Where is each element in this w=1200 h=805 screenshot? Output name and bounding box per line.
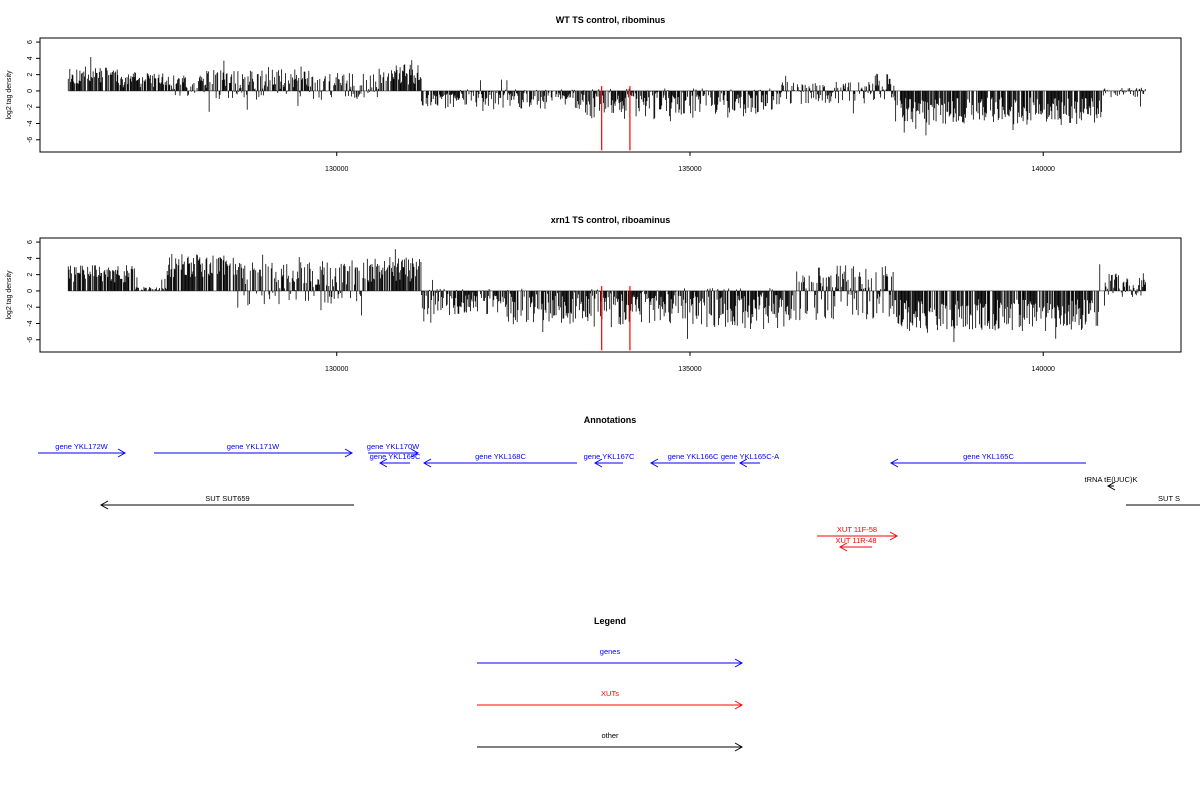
feature-label: gene YKL171W: [227, 442, 280, 451]
legend-title: Legend: [594, 616, 626, 626]
x-tick-label: 130000: [325, 366, 348, 373]
arrow-head: [738, 458, 748, 468]
panel-title: xrn1 TS control, riboaminus: [551, 215, 671, 225]
panel-title: WT TS control, ribominus: [556, 15, 666, 25]
legend-item-label: genes: [600, 647, 621, 656]
density-bars: [67, 57, 1146, 136]
y-tick-label: 4: [27, 256, 34, 260]
legend-item: genes: [477, 647, 744, 668]
arrow-head: [889, 458, 899, 468]
y-tick-label: -6: [27, 137, 34, 143]
arrow-head: [410, 448, 420, 458]
y-tick-label: 6: [27, 240, 34, 244]
x-tick-label: 135000: [678, 366, 701, 373]
arrow-head: [593, 458, 603, 468]
annotation-feature: XUT 11F-58: [817, 525, 899, 541]
annotation-feature: gene YKL165C-A: [721, 452, 779, 468]
legend-item-label: other: [601, 731, 619, 740]
legend-item: other: [477, 731, 744, 752]
annotation-feature: gene YKL172W: [38, 442, 127, 458]
arrow-head: [117, 448, 127, 458]
arrow-head: [99, 500, 109, 510]
annotation-feature: gene YKL171W: [154, 442, 354, 458]
feature-label: gene YKL169C: [370, 452, 421, 461]
arrow-head: [734, 658, 744, 668]
feature-label: gene YKL167C: [584, 452, 635, 461]
arrow-head: [1106, 481, 1116, 491]
feature-label: gene YKL165C-A: [721, 452, 779, 461]
arrow-head: [889, 531, 899, 541]
y-tick-label: 0: [27, 89, 34, 93]
x-tick-label: 130000: [325, 166, 348, 173]
y-tick-label: -2: [27, 104, 34, 110]
annotation-feature: gene YKL168C: [422, 452, 577, 468]
x-tick-label: 140000: [1032, 366, 1055, 373]
annotation-feature: gene YKL170W: [367, 442, 420, 458]
legend-panel: Legend genes XUTs other: [477, 616, 744, 752]
arrow-head: [734, 742, 744, 752]
x-tick-label: 135000: [678, 166, 701, 173]
y-tick-label: 4: [27, 56, 34, 60]
y-tick-label: -6: [27, 337, 34, 343]
annotations-title: Annotations: [584, 415, 637, 425]
feature-label: gene YKL168C: [475, 452, 526, 461]
track-panel-xrn1: xrn1 TS control, riboaminus log2 tag dens…: [6, 215, 1182, 373]
arrow-head: [838, 542, 848, 552]
track-panel-wt: WT TS control, ribominus log2 tag density…: [6, 15, 1182, 173]
y-tick-label: -4: [27, 120, 34, 126]
feature-label: gene YKL165C: [963, 452, 1014, 461]
legend-item-label: XUTs: [601, 689, 619, 698]
y-tick-label: 0: [27, 289, 34, 293]
feature-label: gene YKL166C: [668, 452, 719, 461]
y-tick-label: 6: [27, 40, 34, 44]
feature-label: SUT S: [1158, 494, 1180, 503]
y-axis-label: log2 tag density: [6, 70, 13, 120]
arrow-head: [344, 448, 354, 458]
feature-label: gene YKL172W: [55, 442, 108, 451]
y-tick-label: 2: [27, 73, 34, 77]
annotations-panel: Annotations gene YKL172W gene YKL171W gene…: [38, 415, 1200, 552]
feature-label: tRNA tE(UUC)K: [1085, 475, 1138, 484]
annotation-feature: gene YKL166C: [649, 452, 735, 468]
y-tick-label: -2: [27, 304, 34, 310]
feature-label: SUT SUT659: [205, 494, 249, 503]
annotation-feature: XUT 11R-48: [836, 536, 877, 552]
y-axis-label: log2 tag density: [6, 270, 13, 320]
x-tick-label: 140000: [1032, 166, 1055, 173]
plot-frame: [39, 37, 1182, 153]
arrow-head: [649, 458, 659, 468]
density-bars: [67, 249, 1147, 343]
y-tick-label: -4: [27, 320, 34, 326]
annotation-feature: gene YKL169C: [370, 452, 421, 468]
legend-item: XUTs: [477, 689, 744, 710]
plot-frame: [39, 237, 1182, 353]
annotation-feature: SUT SUT659: [99, 494, 354, 510]
annotation-feature: tRNA tE(UUC)K: [1085, 475, 1138, 491]
arrow-head: [734, 700, 744, 710]
arrow-head: [378, 458, 388, 468]
feature-label: gene YKL170W: [367, 442, 420, 451]
feature-label: XUT 11R-48: [836, 536, 877, 545]
y-tick-label: 2: [27, 273, 34, 277]
annotation-feature: gene YKL165C: [889, 452, 1086, 468]
arrow-head: [422, 458, 432, 468]
annotation-feature: SUT S: [1126, 494, 1200, 506]
annotation-feature: gene YKL167C: [584, 452, 635, 468]
feature-label: XUT 11F-58: [837, 525, 877, 534]
